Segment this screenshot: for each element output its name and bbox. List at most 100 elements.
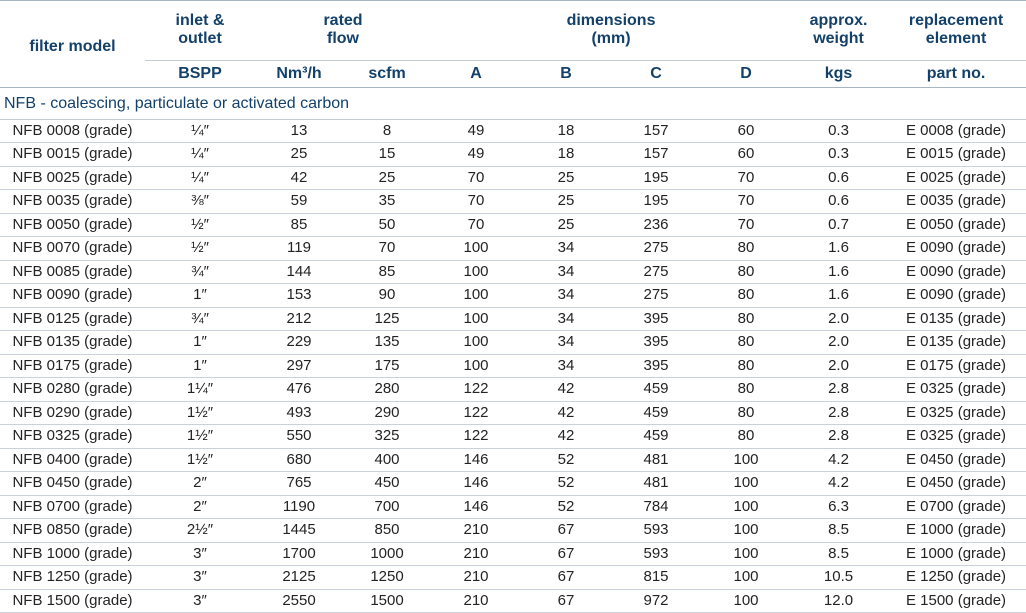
table-row: NFB 0050 (grade) ½″ 85 50 70 25 236 70 0.7 E 0050… (0, 213, 1026, 237)
cell-dim-c: 157 (643, 145, 669, 162)
cell-model: NFB 0035 (grade) (12, 192, 133, 209)
cell-dim-c: 459 (643, 427, 669, 444)
cell-dim-b: 18 (557, 145, 575, 162)
cell-model: NFB 0175 (grade) (12, 356, 133, 374)
cell-dim-b: 52 (557, 450, 575, 468)
cell-dim-b: 34 (557, 333, 575, 350)
header-weight: approx. weight (791, 0, 887, 61)
cell-bspp: ¼″ (191, 121, 209, 139)
cell-nm3h: 680 (286, 450, 312, 468)
header-row: filter model inlet & outlet rated flow dim… (0, 0, 1026, 61)
cell-part-no: E 0008 (grade) (905, 121, 1007, 139)
cell-weight: 0.3 (828, 145, 849, 162)
cell-bspp: 3″ (193, 544, 207, 562)
cell-dim-a: 70 (467, 192, 485, 209)
cell-dim-a: 70 (467, 168, 485, 186)
cell-model: NFB 0090 (grade) (12, 286, 133, 303)
cell-bspp: 1″ (193, 333, 207, 350)
cell-dim-d: 80 (737, 239, 755, 256)
cell-dim-b: 52 (557, 497, 575, 515)
cell-part-no: E 0015 (grade) (905, 145, 1007, 162)
cell-dim-b: 34 (557, 309, 575, 327)
cell-dim-a: 100 (463, 286, 489, 303)
cell-dim-c: 815 (643, 568, 669, 585)
cell-dim-d: 80 (737, 309, 755, 327)
table-row: NFB 0070 (grade) ½″ 119 70 100 34 275 80 1.6 E 00… (0, 237, 1026, 260)
cell-dim-b: 67 (557, 521, 575, 538)
cell-nm3h: 144 (286, 262, 312, 280)
cell-nm3h: 25 (290, 145, 308, 162)
table-row: NFB 0700 (grade) 2″ 1190 700 146 52 784 100 6.3 E… (0, 495, 1026, 519)
cell-scfm: 280 (374, 380, 400, 397)
cell-bspp: ¾″ (191, 309, 209, 327)
cell-bspp: 3″ (193, 568, 207, 585)
cell-dim-a: 100 (463, 309, 489, 327)
cell-nm3h: 85 (290, 215, 308, 233)
cell-weight: 8.5 (828, 521, 849, 538)
table-row: NFB 0125 (grade) ¾″ 212 125 100 34 395 80 2.0 E 0… (0, 307, 1026, 331)
cell-bspp: ½″ (191, 239, 209, 256)
cell-scfm: 35 (378, 192, 396, 209)
cell-part-no: E 0450 (grade) (905, 450, 1007, 468)
cell-dim-d: 100 (733, 591, 759, 609)
cell-bspp: 2½″ (186, 521, 214, 538)
cell-weight: 1.6 (828, 262, 849, 280)
cell-dim-b: 67 (557, 568, 575, 585)
cell-dim-c: 195 (643, 168, 669, 186)
cell-weight: 2.0 (828, 356, 849, 374)
table-row: NFB 0850 (grade) 2½″ 1445 850 210 67 593 100 8.5… (0, 519, 1026, 542)
cell-part-no: E 0135 (grade) (905, 333, 1007, 350)
cell-dim-d: 80 (737, 427, 755, 444)
cell-dim-d: 80 (737, 403, 755, 421)
table-row: NFB 1000 (grade) 3″ 1700 1000 210 67 593 100 8.5… (0, 542, 1026, 566)
cell-weight: 0.6 (828, 168, 849, 186)
cell-dim-d: 100 (733, 497, 759, 515)
table-row: NFB 0090 (grade) 1″ 153 90 100 34 275 80 1.6 E 00… (0, 284, 1026, 307)
cell-weight: 0.3 (828, 121, 849, 139)
table-row: NFB 0035 (grade) ⅜″ 59 35 70 25 195 70 0.6 E 0035… (0, 190, 1026, 213)
cell-dim-d: 80 (737, 262, 755, 280)
table-row: NFB 0135 (grade) 1″ 229 135 100 34 395 80 2.0 E 0… (0, 331, 1026, 354)
cell-dim-c: 459 (643, 380, 669, 397)
cell-model: NFB 1000 (grade) (12, 544, 133, 562)
cell-dim-d: 70 (737, 168, 755, 186)
cell-nm3h: 212 (286, 309, 312, 327)
cell-weight: 1.6 (828, 239, 849, 256)
cell-model: NFB 1500 (grade) (12, 591, 133, 609)
cell-model: NFB 0085 (grade) (12, 262, 133, 280)
subheader-part-no: part no. (926, 64, 986, 82)
subheader-d: D (740, 64, 752, 82)
cell-part-no: E 0325 (grade) (905, 380, 1007, 397)
cell-bspp: ½″ (191, 215, 209, 233)
cell-dim-a: 210 (463, 521, 489, 538)
subheader-bspp: BSPP (178, 64, 222, 82)
cell-bspp: 2″ (193, 474, 207, 491)
cell-dim-c: 157 (643, 121, 669, 139)
cell-dim-a: 122 (463, 427, 489, 444)
cell-dim-b: 34 (557, 239, 575, 256)
table-row: NFB 0025 (grade) ¼″ 42 25 70 25 195 70 0.6 E 0025… (0, 166, 1026, 190)
subheader-scfm: scfm (368, 64, 406, 82)
cell-dim-b: 25 (557, 168, 575, 186)
header-filter-model: filter model (29, 38, 116, 55)
cell-nm3h: 2125 (282, 568, 316, 585)
cell-dim-c: 593 (643, 521, 669, 538)
cell-nm3h: 2550 (282, 591, 316, 609)
cell-model: NFB 0008 (grade) (12, 121, 133, 139)
cell-dim-a: 146 (463, 474, 489, 491)
cell-bspp: 1½″ (186, 450, 214, 468)
cell-part-no: E 0325 (grade) (905, 403, 1007, 421)
header-inlet-outlet: inlet & outlet (145, 0, 255, 61)
cell-nm3h: 1445 (282, 521, 316, 538)
cell-part-no: E 0035 (grade) (905, 192, 1007, 209)
group-label: NFB - coalescing, particulate or activat… (4, 94, 350, 112)
cell-dim-b: 67 (557, 591, 575, 609)
cell-dim-a: 70 (467, 215, 485, 233)
cell-dim-a: 100 (463, 356, 489, 374)
cell-dim-c: 395 (643, 356, 669, 374)
cell-model: NFB 0700 (grade) (12, 497, 133, 515)
cell-part-no: E 0135 (grade) (905, 309, 1007, 327)
cell-dim-a: 210 (463, 568, 489, 585)
cell-nm3h: 476 (286, 380, 312, 397)
